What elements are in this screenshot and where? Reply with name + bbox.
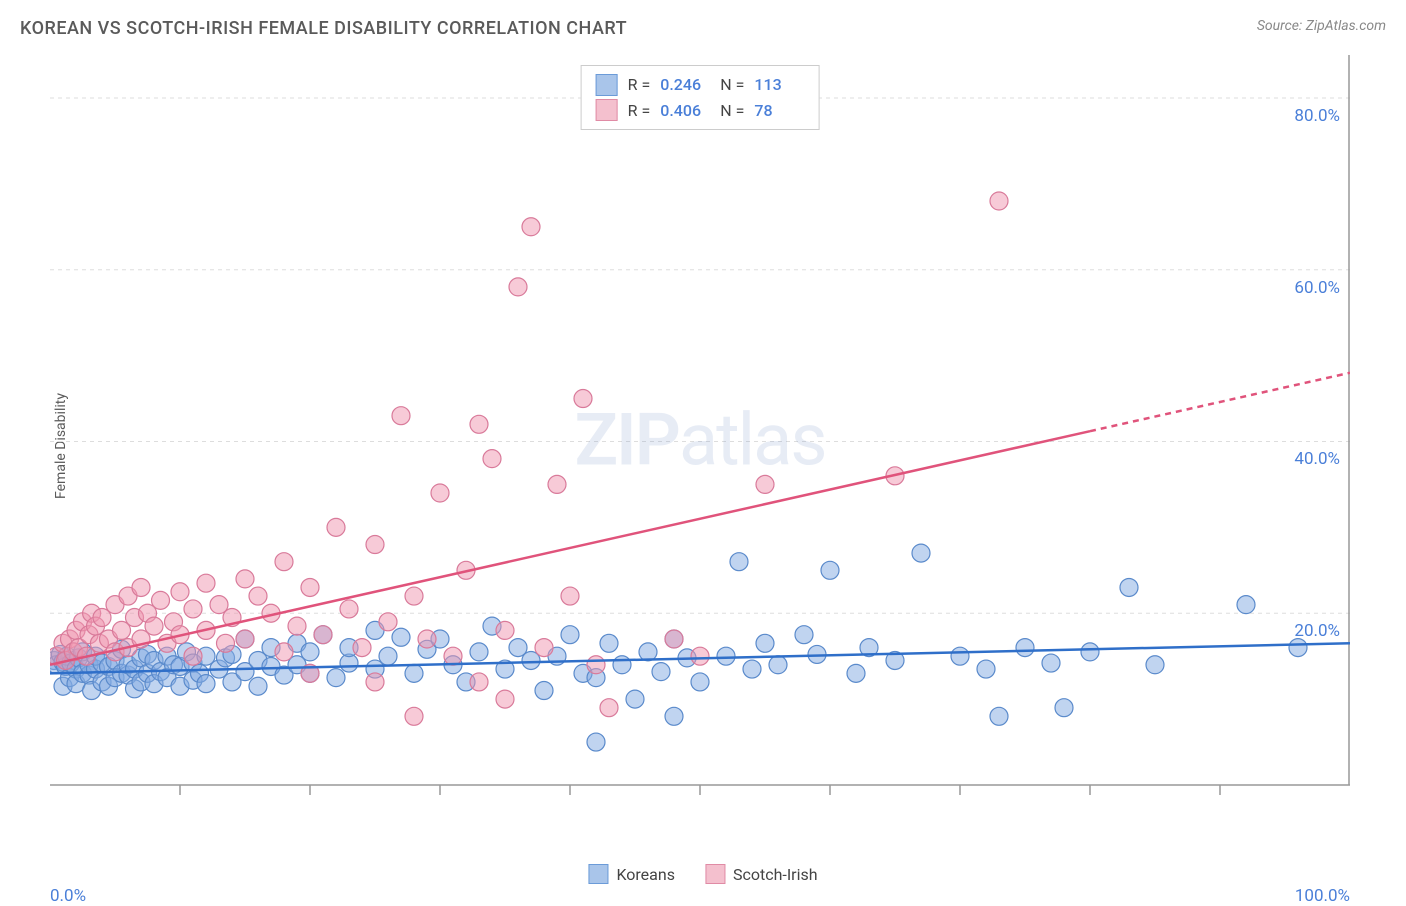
y-tick-label: 20.0% [1294,621,1340,641]
legend-item-scotch-irish: Scotch-Irish [705,864,818,884]
legend-swatch-koreans [596,74,618,96]
y-tick-label: 40.0% [1294,449,1340,469]
series-legend: Koreans Scotch-Irish [588,864,817,884]
legend-row-scotch-irish: R = 0.406 N = 78 [596,98,805,124]
y-tick-label: 60.0% [1294,278,1340,298]
x-label-min: 0.0% [50,886,86,906]
scatter-plot [50,55,1350,825]
r-value-scotch-irish: 0.406 [660,98,710,124]
legend-row-koreans: R = 0.246 N = 113 [596,72,805,98]
legend-swatch-scotch-irish [596,99,618,121]
legend-item-koreans: Koreans [588,864,675,884]
y-tick-label: 80.0% [1294,106,1340,126]
chart-title: KOREAN VS SCOTCH-IRISH FEMALE DISABILITY… [20,18,627,39]
legend-label: Koreans [616,865,675,884]
header: KOREAN VS SCOTCH-IRISH FEMALE DISABILITY… [20,18,1386,39]
legend-swatch-icon [588,864,608,884]
chart-area: ZIPatlas R = 0.246 N = 113 R = 0.406 N =… [50,55,1350,825]
correlation-legend: R = 0.246 N = 113 R = 0.406 N = 78 [581,65,820,130]
n-value-koreans: 113 [754,72,804,98]
source-text: Source: ZipAtlas.com [1257,18,1386,34]
r-value-koreans: 0.246 [660,72,710,98]
x-label-max: 100.0% [1295,886,1350,906]
n-value-scotch-irish: 78 [754,98,804,124]
legend-label: Scotch-Irish [733,865,818,884]
legend-swatch-icon [705,864,725,884]
